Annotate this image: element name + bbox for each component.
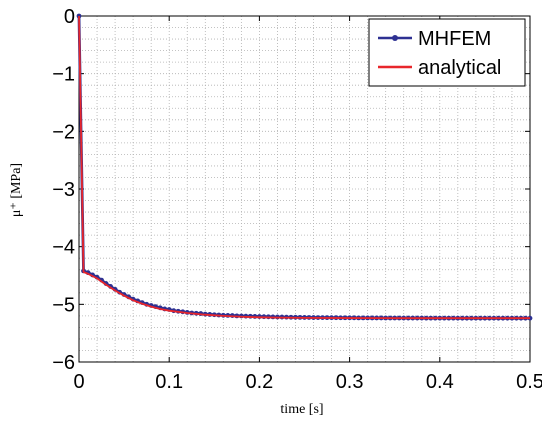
y-tick-label: −2 bbox=[52, 121, 75, 143]
x-tick-label: 0.2 bbox=[245, 371, 273, 393]
legend-analytical-label: analytical bbox=[418, 57, 501, 79]
y-tick-label: 0 bbox=[64, 6, 75, 28]
y-tick-label: −6 bbox=[52, 352, 75, 374]
y-tick-label: −3 bbox=[52, 179, 75, 201]
series-line-analytical bbox=[78, 15, 530, 320]
y-tick-label: −5 bbox=[52, 294, 75, 316]
x-tick-labels: 0 0.1 0.2 0.3 0.4 0.5 bbox=[73, 371, 542, 393]
x-tick-label: 0 bbox=[73, 371, 84, 393]
y-tick-label: −1 bbox=[52, 64, 75, 86]
y-tick-labels: 0 −1 −2 −3 −4 −5 −6 bbox=[52, 6, 75, 374]
series-layer bbox=[76, 13, 533, 321]
x-tick-label: 0.1 bbox=[155, 371, 183, 393]
legend-box bbox=[368, 18, 526, 87]
legend: MHFEM analytical bbox=[368, 18, 526, 87]
x-tick-label: 0.3 bbox=[336, 371, 364, 393]
y-tick-label: −4 bbox=[52, 237, 75, 259]
x-tick-label: 0.4 bbox=[426, 371, 454, 393]
legend-mhfem-label: MHFEM bbox=[418, 28, 491, 50]
x-tick-label: 0.5 bbox=[516, 371, 542, 393]
y-axis-label: μ⁺ [MPa] bbox=[9, 163, 24, 217]
legend-mhfem-marker bbox=[392, 35, 398, 41]
x-axis-label: time [s] bbox=[280, 402, 323, 417]
